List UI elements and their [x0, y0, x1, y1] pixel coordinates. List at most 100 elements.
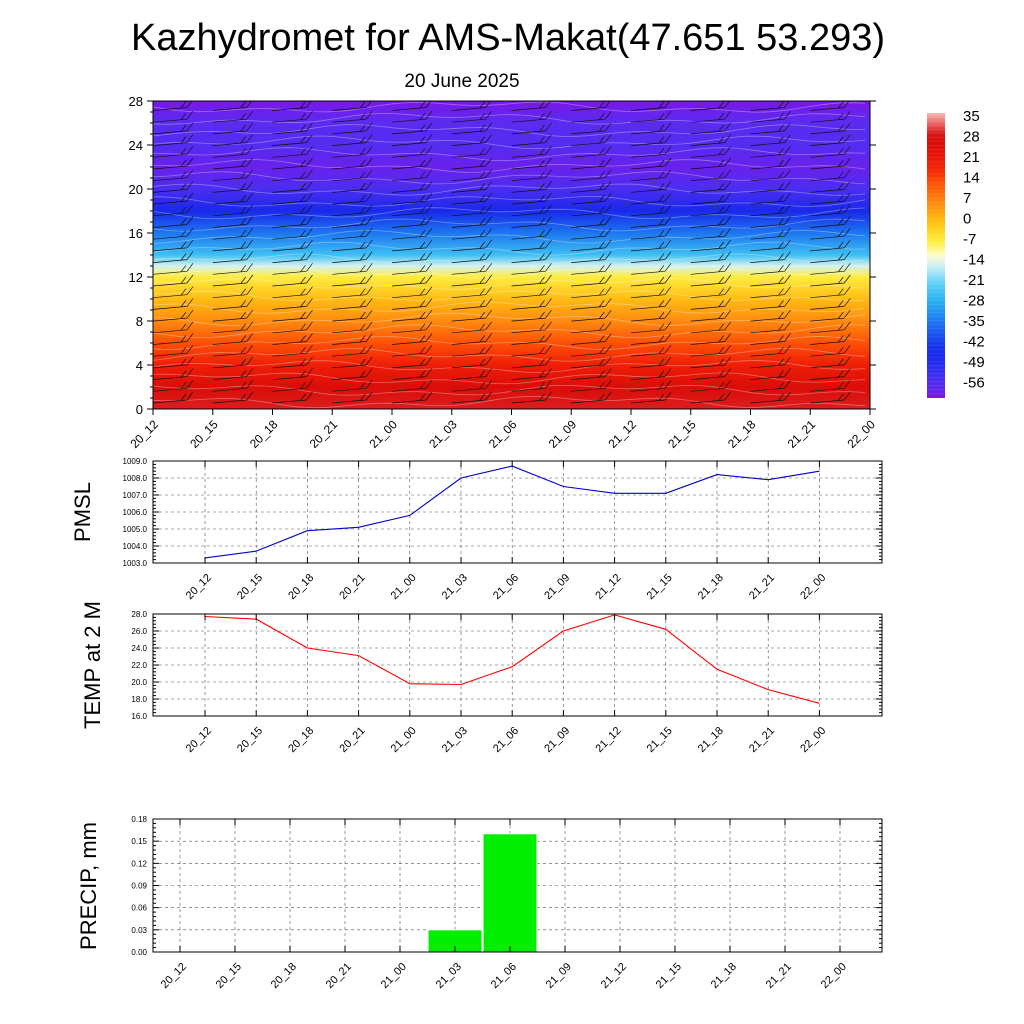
wind-barb [272, 286, 313, 299]
contour-line [153, 253, 866, 268]
wind-barb [272, 344, 313, 357]
wind-barb [391, 227, 433, 240]
wind-barb [690, 368, 732, 380]
wind-barb [212, 146, 254, 158]
wind-barb [810, 263, 851, 275]
wind-barb [212, 239, 254, 252]
wind-barb [332, 216, 373, 228]
contour-line [153, 101, 866, 113]
wind-barb [212, 274, 254, 287]
wind-barb [810, 333, 851, 345]
wind-barb [332, 146, 373, 158]
x-tick-label: 21_18 [696, 572, 726, 602]
x-tick-label: 21_00 [366, 417, 400, 451]
heatmap-field [153, 101, 870, 409]
wind-barb [750, 286, 791, 299]
wind-barb [511, 134, 552, 146]
wind-barb [212, 110, 254, 123]
wind-barb [869, 145, 870, 146]
wind-barb [272, 391, 313, 404]
wind-barb [451, 216, 493, 228]
contour-line [153, 112, 866, 125]
wind-barb [869, 227, 870, 228]
y-tick-label: 18.0 [131, 695, 147, 704]
wind-barb [332, 251, 373, 263]
wind-barb [153, 263, 194, 275]
contour-line [153, 324, 866, 339]
y-axis-label: PMSL [70, 482, 95, 542]
wind-barb [391, 192, 433, 205]
colorbar-label: -14 [963, 252, 985, 269]
wind-barb [750, 227, 791, 240]
wind-barb [571, 239, 612, 252]
wind-barb [630, 391, 672, 404]
wind-barb [212, 216, 254, 228]
wind-barb [571, 192, 612, 205]
wind-barb [391, 286, 433, 299]
wind-barb [212, 368, 254, 380]
wind-barb [571, 298, 612, 310]
wind-barb [451, 192, 493, 205]
wind-barb [451, 298, 493, 310]
wind-barb [750, 380, 791, 392]
wind-barb [630, 239, 672, 252]
wind-barb [391, 134, 433, 146]
wind-barb [332, 333, 373, 345]
wind-barb [212, 333, 254, 345]
x-tick-label: 21_18 [725, 417, 759, 451]
wind-barb [869, 168, 870, 169]
wind-barb [212, 391, 254, 404]
wind-barb [630, 101, 671, 111]
wind-barb [630, 169, 672, 182]
x-tick-label: 21_12 [605, 417, 639, 451]
wind-barb [630, 227, 672, 240]
wind-barb [571, 134, 612, 146]
colorbar-label: -28 [963, 293, 985, 310]
wind-barb [153, 216, 194, 228]
x-tick-label: 21_21 [747, 725, 777, 755]
wind-barb [332, 321, 373, 334]
wind-barb [750, 110, 791, 123]
wind-barb [153, 321, 194, 334]
wind-barb [571, 344, 612, 357]
wind-barb [571, 216, 612, 228]
wind-barb [332, 122, 373, 135]
x-tick-label: 21_06 [491, 725, 521, 755]
wind-barb [511, 380, 552, 392]
wind-barb [810, 181, 851, 193]
wind-barb [332, 309, 373, 322]
wind-barb [153, 122, 194, 135]
contour-line [153, 336, 866, 350]
wind-barb [153, 181, 194, 193]
wind-barb [391, 204, 433, 217]
wind-barb [810, 110, 851, 123]
x-tick-label: 21_06 [489, 961, 519, 991]
x-tick-label: 22_00 [798, 725, 828, 755]
x-tick-label: 20_15 [235, 725, 265, 755]
temp2m-panel: 16.0 18.0 20.0 22.0 24.0 26.0 28.0 20_12 20_15 20… [80, 601, 883, 755]
x-tick-label: 21_18 [709, 961, 739, 991]
wind-barb [869, 332, 870, 333]
wind-barb [690, 157, 732, 170]
wind-barb [212, 192, 254, 205]
gridlines [153, 460, 882, 564]
wind-barb [571, 263, 612, 275]
x-tick-label: 20_15 [235, 572, 265, 602]
wind-barb [153, 356, 194, 369]
wind-barb [511, 216, 552, 228]
wind-barb [810, 274, 851, 287]
wind-barb [511, 309, 552, 322]
wind-barb [511, 181, 552, 193]
wind-barb [212, 134, 254, 146]
x-tick-label: 22_00 [798, 572, 828, 602]
x-tick-label: 21_09 [544, 961, 574, 991]
wind-barb [630, 344, 672, 357]
x-tick-label: 21_21 [785, 417, 819, 451]
wind-barb [690, 134, 732, 146]
wind-barb [212, 298, 254, 310]
wind-barb [810, 251, 851, 263]
x-tick-label: 21_03 [426, 417, 460, 451]
wind-barb [272, 134, 313, 146]
wind-barb [272, 157, 313, 170]
